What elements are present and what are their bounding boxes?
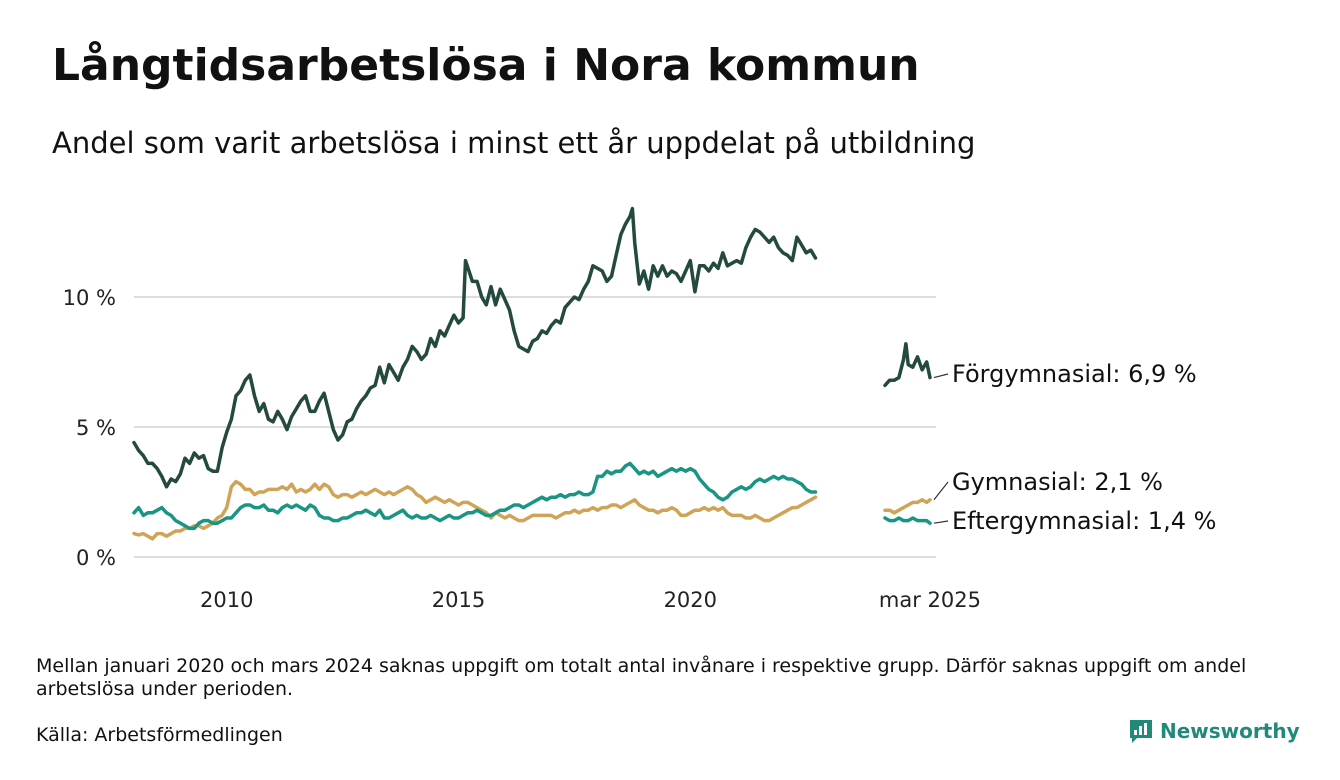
- series-labels: Förgymnasial: 6,9 % Gymnasial: 2,1 % Efter…: [933, 360, 1216, 535]
- x-tick-label: 2020: [664, 588, 717, 612]
- footnote: Mellan januari 2020 och mars 2024 saknas…: [36, 655, 1247, 700]
- series-line-forgym: [883, 342, 932, 388]
- series-line-eftgym: [883, 516, 932, 525]
- page-subtitle: Andel som varit arbetslösa i minst ett å…: [52, 126, 976, 160]
- x-tick-label: 2010: [200, 588, 253, 612]
- series-line-forgym: [132, 206, 818, 489]
- y-tick-label: 0 %: [76, 546, 116, 570]
- page-title: Långtidsarbetslösa i Nora kommun: [52, 40, 920, 91]
- newsworthy-logo-icon: [1130, 720, 1152, 743]
- series-label-eftgym: Eftergymnasial: 1,4 %: [952, 507, 1216, 535]
- x-tick-label: 2015: [432, 588, 485, 612]
- x-axis-tick-labels: 2010 2015 2020 mar 2025: [200, 588, 981, 612]
- series-lines: [132, 206, 932, 541]
- series-line-eftgym: [132, 461, 818, 531]
- series-label-gym: Gymnasial: 2,1 %: [952, 468, 1163, 496]
- source-note: Källa: Arbetsförmedlingen: [36, 724, 283, 746]
- line-chart: 0 % 5 % 10 % 2010 2015 2020 mar 2025 Förgymna…: [63, 206, 1216, 612]
- brand-name: Newsworthy: [1160, 719, 1300, 743]
- x-tick-label: mar 2025: [879, 588, 981, 612]
- y-tick-label: 10 %: [63, 286, 116, 310]
- brand-logo: Newsworthy: [1128, 718, 1300, 744]
- series-line-gym: [132, 479, 818, 541]
- y-tick-label: 5 %: [76, 416, 116, 440]
- grid-lines: [134, 296, 936, 558]
- series-line-gym: [883, 498, 932, 515]
- label-leader-eftgym: [933, 520, 949, 524]
- series-label-forgym: Förgymnasial: 6,9 %: [952, 360, 1197, 388]
- y-axis-tick-labels: 0 % 5 % 10 %: [63, 286, 116, 570]
- label-leader-forgym: [933, 373, 949, 379]
- label-leader-gym: [933, 481, 949, 501]
